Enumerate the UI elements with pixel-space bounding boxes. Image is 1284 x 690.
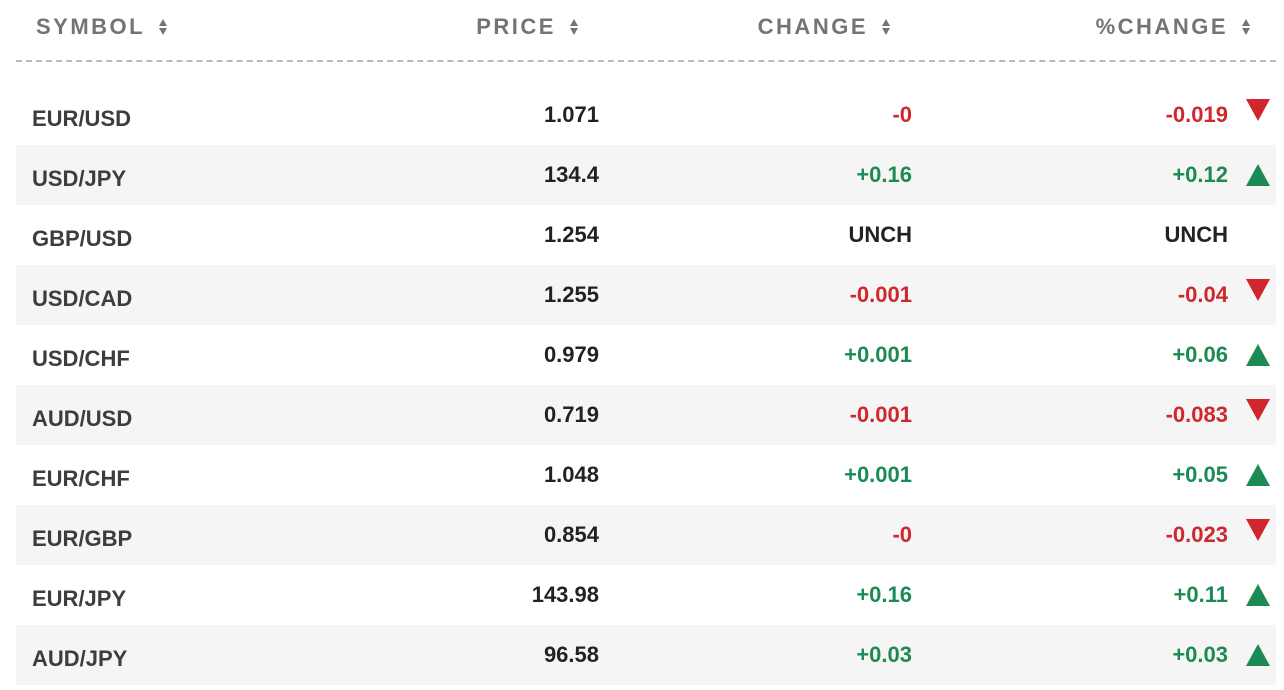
symbol-link[interactable]: EUR/GBP — [32, 526, 133, 551]
table-row[interactable]: USD/JPY 134.4 +0.16 +0.12 — [16, 145, 1276, 205]
up-arrow-icon — [1246, 644, 1270, 666]
pct-change-value: +0.12 — [1172, 162, 1228, 187]
table-row[interactable]: EUR/GBP 0.854 -0 -0.023 — [16, 505, 1276, 565]
change-value: +0.16 — [856, 582, 912, 607]
table-row[interactable]: GBP/USD 1.254 UNCH UNCH — [16, 205, 1276, 265]
table-row[interactable]: EUR/JPY 143.98 +0.16 +0.11 — [16, 565, 1276, 625]
symbol-link[interactable]: USD/CHF — [32, 346, 130, 371]
symbol-link[interactable]: AUD/USD — [32, 406, 133, 431]
price-value: 0.854 — [543, 522, 599, 547]
price-value: 1.254 — [543, 222, 599, 247]
pct-change-value: +0.03 — [1172, 642, 1228, 667]
symbol-header-label: SYMBOL — [36, 14, 146, 39]
change-value: -0 — [892, 522, 912, 547]
down-arrow-icon — [1246, 399, 1270, 421]
change-value: -0.001 — [849, 402, 912, 427]
pct-change-column-header[interactable]: %CHANGE — [1096, 14, 1250, 40]
pct-change-value: +0.05 — [1172, 462, 1228, 487]
change-value: +0.16 — [856, 162, 912, 187]
symbol-link[interactable]: AUD/JPY — [32, 646, 128, 671]
change-value: UNCH — [848, 222, 912, 247]
down-arrow-icon — [1246, 99, 1270, 121]
change-value: +0.001 — [844, 462, 912, 487]
sort-icon[interactable] — [1242, 19, 1250, 35]
symbol-link[interactable]: EUR/JPY — [32, 586, 127, 611]
price-value: 1.255 — [543, 282, 599, 307]
price-value: 143.98 — [531, 582, 599, 607]
pct-change-value: -0.019 — [1165, 102, 1228, 127]
table-header: SYMBOL PRICE CHANGE %CHANGE — [16, 0, 1276, 62]
price-column-header[interactable]: PRICE — [476, 14, 578, 40]
price-value: 134.4 — [543, 162, 599, 187]
up-arrow-icon — [1246, 464, 1270, 486]
table-row[interactable]: USD/CHF 0.979 +0.001 +0.06 — [16, 325, 1276, 385]
up-arrow-icon — [1246, 584, 1270, 606]
table-row[interactable]: USD/CAD 1.255 -0.001 -0.04 — [16, 265, 1276, 325]
price-value: 1.071 — [543, 102, 599, 127]
sort-icon[interactable] — [570, 19, 578, 35]
price-value: 1.048 — [543, 462, 599, 487]
price-value: 96.58 — [543, 642, 599, 667]
up-arrow-icon — [1246, 344, 1270, 366]
change-value: +0.001 — [844, 342, 912, 367]
sort-icon[interactable] — [882, 19, 890, 35]
quotes-table: SYMBOL PRICE CHANGE %CHANGE EUR/USD 1.071… — [16, 0, 1276, 685]
price-value: 0.979 — [543, 342, 599, 367]
table-row[interactable]: EUR/CHF 1.048 +0.001 +0.05 — [16, 445, 1276, 505]
table-row[interactable]: EUR/USD 1.071 -0 -0.019 — [16, 85, 1276, 145]
change-value: -0 — [892, 102, 912, 127]
change-header-label: CHANGE — [757, 14, 868, 39]
symbol-link[interactable]: GBP/USD — [32, 226, 133, 251]
price-value: 0.719 — [543, 402, 599, 427]
down-arrow-icon — [1246, 519, 1270, 541]
pct-change-value: +0.11 — [1173, 582, 1228, 607]
down-arrow-icon — [1246, 279, 1270, 301]
pct-change-value: -0.083 — [1165, 402, 1228, 427]
symbol-link[interactable]: USD/JPY — [32, 166, 127, 191]
pct-change-value: UNCH — [1164, 222, 1228, 247]
table-row[interactable]: AUD/USD 0.719 -0.001 -0.083 — [16, 385, 1276, 445]
sort-icon[interactable] — [159, 19, 168, 35]
symbol-column-header[interactable]: SYMBOL — [36, 14, 168, 40]
pct-change-value: -0.04 — [1177, 282, 1228, 307]
table-body: EUR/USD 1.071 -0 -0.019 USD/JPY 134.4 +0.16 +0.… — [16, 85, 1276, 685]
change-value: +0.03 — [856, 642, 912, 667]
symbol-link[interactable]: EUR/CHF — [32, 466, 130, 491]
up-arrow-icon — [1246, 164, 1270, 186]
price-header-label: PRICE — [476, 14, 556, 39]
symbol-link[interactable]: USD/CAD — [32, 286, 133, 311]
change-value: -0.001 — [849, 282, 912, 307]
symbol-link[interactable]: EUR/USD — [32, 106, 132, 131]
change-column-header[interactable]: CHANGE — [758, 14, 890, 40]
pct-change-header-label: %CHANGE — [1095, 14, 1228, 39]
pct-change-value: +0.06 — [1172, 342, 1228, 367]
pct-change-value: -0.023 — [1165, 522, 1228, 547]
table-row[interactable]: AUD/JPY 96.58 +0.03 +0.03 — [16, 625, 1276, 685]
